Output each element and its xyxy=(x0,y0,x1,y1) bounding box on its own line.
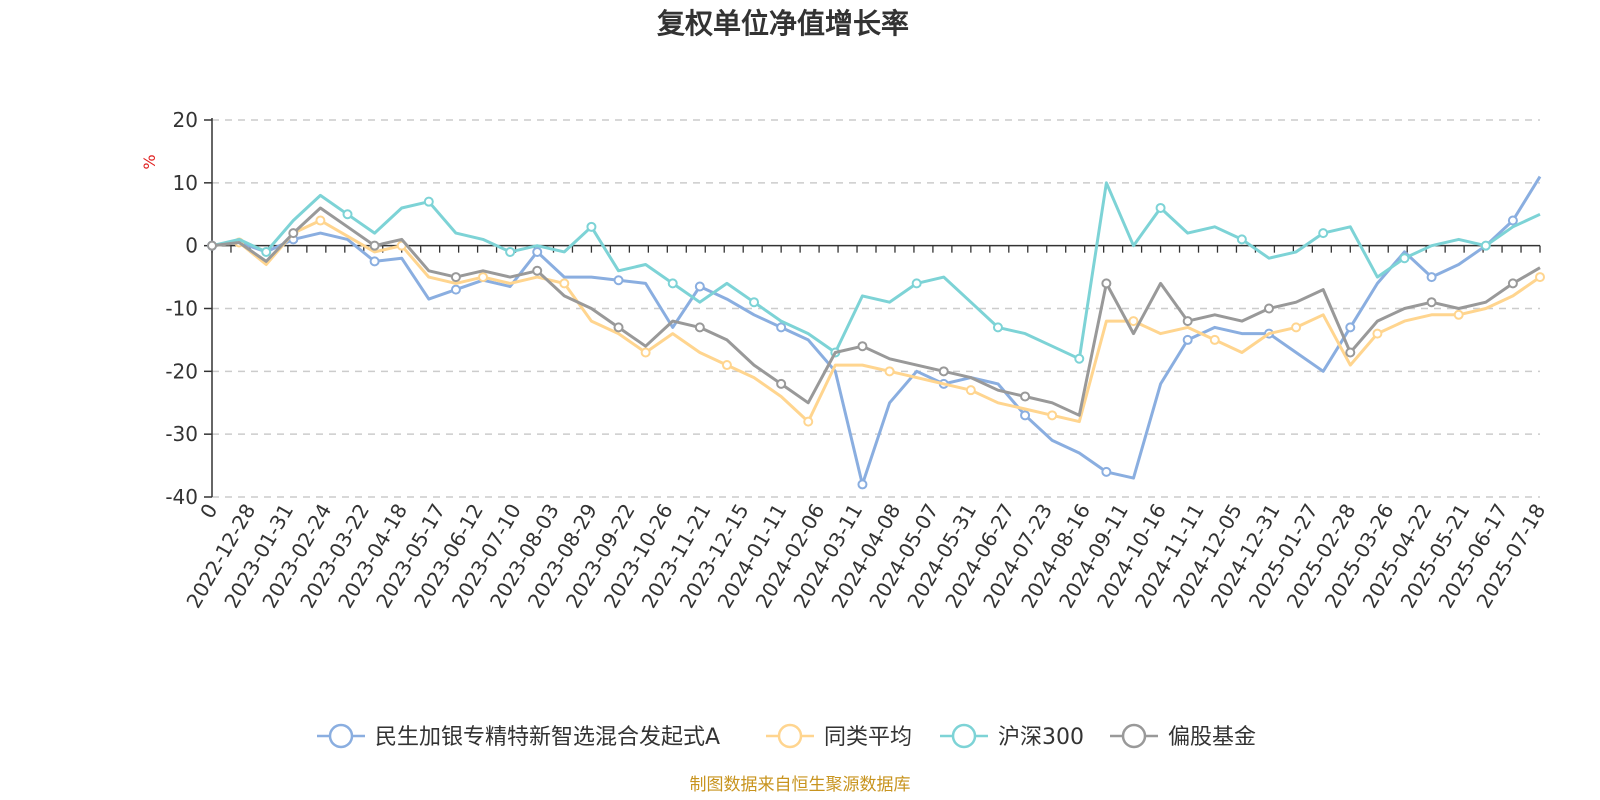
data-point xyxy=(1182,316,1193,327)
data-point xyxy=(1480,240,1491,251)
data-point xyxy=(694,322,705,333)
data-point xyxy=(911,278,922,289)
data-point xyxy=(884,366,895,377)
data-point xyxy=(1345,347,1356,358)
series-line xyxy=(211,219,1541,424)
data-point xyxy=(1047,410,1058,421)
data-point xyxy=(1128,316,1139,327)
data-point xyxy=(992,322,1003,333)
data-point xyxy=(1507,278,1518,289)
data-point xyxy=(776,378,787,389)
data-point xyxy=(1209,334,1220,345)
data-point xyxy=(613,322,624,333)
data-point xyxy=(532,265,543,276)
data-point xyxy=(261,246,272,257)
data-point xyxy=(1345,322,1356,333)
data-point xyxy=(342,209,353,220)
legend-circle-icon xyxy=(777,723,803,749)
series-line xyxy=(211,206,1541,417)
legend-label: 偏股基金 xyxy=(1168,725,1256,750)
data-source-note: 制图数据来自恒生聚源数据库 xyxy=(690,775,911,795)
axes: -40-30-20-100102002022-12-282023-01-3120… xyxy=(165,108,1550,612)
series-1 xyxy=(211,215,1545,427)
data-point xyxy=(965,385,976,396)
y-tick-label: 10 xyxy=(173,171,198,195)
legend: 民生加银专精特新智选混合发起式A 同类平均 沪深300 偏股基金 xyxy=(317,723,1256,750)
legend-circle-icon xyxy=(1121,723,1147,749)
y-tick-label: 20 xyxy=(173,108,198,132)
chart-title: 复权单位净值增长率 xyxy=(657,7,909,40)
data-point xyxy=(1426,297,1437,308)
data-point xyxy=(1291,322,1302,333)
data-point xyxy=(559,278,570,289)
data-point xyxy=(857,341,868,352)
series-2 xyxy=(211,181,1541,364)
data-point xyxy=(613,275,624,286)
data-point xyxy=(1318,228,1329,239)
data-point xyxy=(586,221,597,232)
data-point xyxy=(450,284,461,295)
data-point xyxy=(315,215,326,226)
data-point xyxy=(667,278,678,289)
data-point xyxy=(1155,202,1166,213)
y-tick-label: 0 xyxy=(185,234,198,258)
y-tick-label: -30 xyxy=(165,422,198,446)
legend-label: 民生加银专精特新智选混合发起式A xyxy=(375,725,720,750)
data-point xyxy=(938,366,949,377)
data-point xyxy=(694,281,705,292)
data-point xyxy=(478,272,489,283)
series-line xyxy=(211,181,1541,361)
data-point xyxy=(532,246,543,257)
data-point xyxy=(1399,253,1410,264)
data-point xyxy=(749,297,760,308)
data-point xyxy=(1507,215,1518,226)
y-tick-label: -10 xyxy=(165,297,198,321)
data-point xyxy=(1426,272,1437,283)
data-point xyxy=(369,240,380,251)
legend-item[interactable]: 偏股基金 xyxy=(1110,723,1256,750)
legend-circle-icon xyxy=(951,723,977,749)
data-point xyxy=(1182,334,1193,345)
legend-item[interactable]: 同类平均 xyxy=(766,723,912,750)
series-lines xyxy=(207,175,1545,490)
data-point xyxy=(640,347,651,358)
legend-item[interactable]: 沪深300 xyxy=(940,723,1084,750)
data-point xyxy=(803,416,814,427)
data-point xyxy=(288,228,299,239)
data-point xyxy=(207,240,217,251)
legend-label: 沪深300 xyxy=(998,725,1084,750)
data-point xyxy=(1074,353,1085,364)
data-point xyxy=(1535,272,1545,283)
data-point xyxy=(1453,309,1464,320)
legend-label: 同类平均 xyxy=(824,725,912,750)
legend-item[interactable]: 民生加银专精特新智选混合发起式A xyxy=(317,723,720,750)
data-point xyxy=(423,196,434,207)
data-point xyxy=(1101,466,1112,477)
data-point xyxy=(776,322,787,333)
data-point xyxy=(1020,410,1031,421)
data-point xyxy=(1020,391,1031,402)
series-3 xyxy=(207,206,1541,417)
data-point xyxy=(1236,234,1247,245)
y-axis-unit: % xyxy=(140,154,159,169)
data-point xyxy=(450,272,461,283)
grid-lines xyxy=(212,119,1540,498)
data-point xyxy=(1263,303,1274,314)
data-point xyxy=(1101,278,1112,289)
x-tick-label: 0 xyxy=(195,500,222,523)
series-line xyxy=(211,175,1542,486)
legend-circle-icon xyxy=(328,723,354,749)
data-point xyxy=(721,360,732,371)
data-point xyxy=(369,256,380,267)
y-tick-label: -40 xyxy=(165,485,198,509)
data-point xyxy=(857,479,868,490)
y-tick-label: -20 xyxy=(165,359,198,383)
data-point xyxy=(1372,328,1383,339)
data-point xyxy=(505,246,516,257)
